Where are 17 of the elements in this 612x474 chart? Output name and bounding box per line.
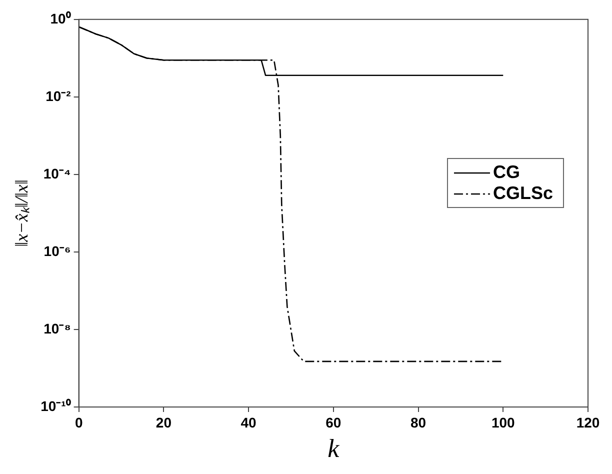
x-tick-label: 60 — [326, 414, 342, 430]
y-tick-label: 10⁰ — [50, 10, 71, 26]
legend-label: CGLSc — [492, 183, 553, 204]
y-tick-label: 10⁻⁴ — [43, 165, 71, 182]
x-tick-label: 20 — [156, 414, 172, 430]
x-tick-label: 120 — [576, 414, 600, 430]
legend-label: CG — [492, 162, 520, 183]
y-tick-label: 10⁻⁸ — [44, 320, 71, 336]
x-tick-label: 80 — [410, 414, 426, 430]
y-tick-label: 10⁻¹⁰ — [40, 398, 71, 414]
x-axis-title: k — [328, 434, 340, 464]
y-tick-label: 10⁻⁶ — [44, 242, 71, 259]
x-tick-label: 40 — [240, 414, 257, 430]
x-tick-label: 100 — [491, 414, 516, 430]
y-tick-label: 10⁻² — [46, 88, 72, 104]
x-tick-label: 0 — [74, 414, 83, 430]
y-axis-title: ‖x−x̂ₖ‖/‖x‖ — [12, 180, 32, 247]
